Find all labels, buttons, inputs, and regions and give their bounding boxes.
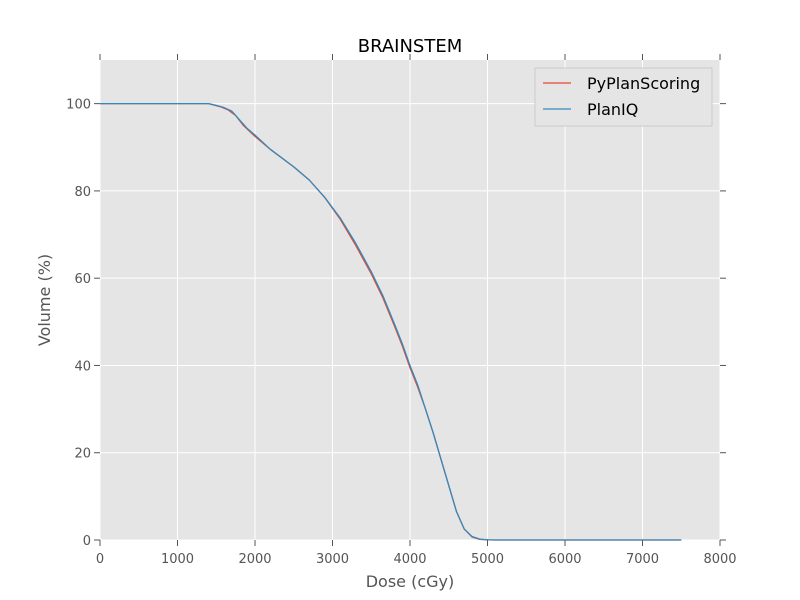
x-tick-label: 3000 — [316, 552, 349, 567]
y-tick-label: 0 — [83, 534, 91, 549]
x-tick-label: 2000 — [238, 552, 271, 567]
y-axis-title: Volume (%) — [35, 254, 54, 346]
chart-title: BRAINSTEM — [358, 36, 463, 57]
y-tick-label: 100 — [66, 98, 91, 113]
legend-label-pyplanscoring: PyPlanScoring — [587, 74, 700, 93]
y-tick-label: 60 — [74, 272, 91, 287]
x-tick-label: 1000 — [161, 552, 194, 567]
x-tick-label: 5000 — [471, 552, 504, 567]
series-lines — [100, 102, 682, 541]
x-tick-label: 0 — [96, 552, 104, 567]
legend-box — [534, 67, 713, 127]
y-tick-label: 80 — [74, 185, 91, 200]
x-tick-label: 7000 — [626, 552, 659, 567]
series-line-planiq — [100, 102, 682, 541]
x-axis-title: Dose (cGy) — [366, 572, 455, 591]
y-tick-label: 20 — [74, 447, 91, 462]
y-tick-label: 40 — [74, 359, 91, 374]
x-tick-label: 6000 — [548, 552, 581, 567]
ticks: 0 1000 2000 3000 4000 5000 6000 7000 8000 0 20 40 60… — [66, 54, 737, 567]
x-tick-label: 8000 — [703, 552, 736, 567]
legend: PyPlanScoring PlanIQ — [534, 67, 713, 127]
legend-label-planiq: PlanIQ — [587, 100, 638, 119]
x-tick-label: 4000 — [393, 552, 426, 567]
